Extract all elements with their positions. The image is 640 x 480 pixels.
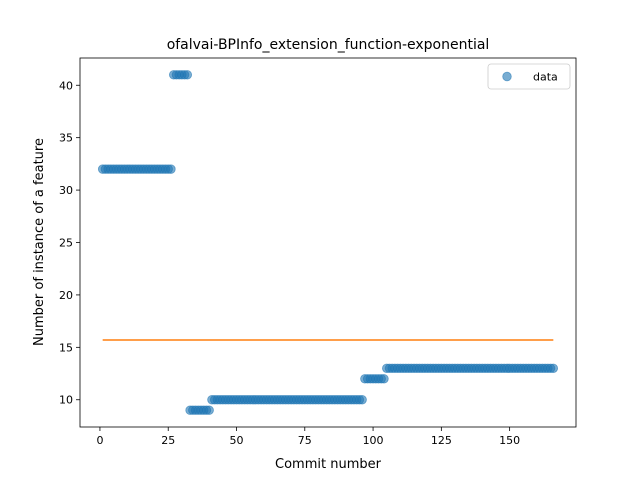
y-axis: 10 15 20 25 30 35 40 [59, 79, 80, 407]
y-tick-label: 20 [59, 289, 73, 302]
legend-box [487, 63, 571, 90]
x-tick-label: 125 [431, 434, 452, 447]
data-point [548, 363, 559, 374]
y-tick-label: 30 [59, 184, 73, 197]
x-tick-label: 75 [298, 434, 312, 447]
plot-area [79, 57, 577, 428]
x-axis: 0 25 50 75 100 125 150 [96, 427, 520, 447]
legend: data [487, 63, 571, 90]
y-axis-label: Number of instance of a feature [32, 138, 47, 346]
data-point [166, 164, 176, 174]
x-tick-label: 25 [161, 434, 175, 447]
data-point [182, 70, 193, 80]
legend-marker [502, 71, 512, 82]
data-point [204, 405, 214, 415]
y-tick-label: 35 [59, 132, 73, 145]
x-tick-label: 100 [363, 434, 384, 447]
y-tick-label: 25 [59, 237, 73, 250]
x-axis-label: Commit number [275, 457, 382, 472]
y-tick-label: 40 [59, 79, 73, 92]
x-tick-label: 0 [96, 434, 103, 447]
data-point [357, 395, 367, 405]
y-tick-label: 15 [59, 341, 73, 354]
x-tick-label: 50 [230, 434, 244, 447]
data-points [97, 70, 559, 415]
x-tick-label: 150 [499, 434, 520, 447]
legend-label: data [533, 71, 558, 84]
chart-title: ofalvai-BPInfo_extension_function-expone… [167, 37, 490, 53]
data-point [379, 374, 389, 384]
y-tick-label: 10 [59, 394, 73, 407]
